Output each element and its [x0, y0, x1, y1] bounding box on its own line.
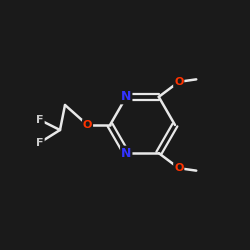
Text: O: O: [83, 120, 92, 130]
Text: O: O: [174, 77, 184, 87]
Text: N: N: [121, 90, 132, 103]
Text: F: F: [36, 115, 44, 125]
Text: N: N: [121, 147, 132, 160]
Text: O: O: [174, 163, 184, 173]
Text: F: F: [36, 138, 44, 147]
